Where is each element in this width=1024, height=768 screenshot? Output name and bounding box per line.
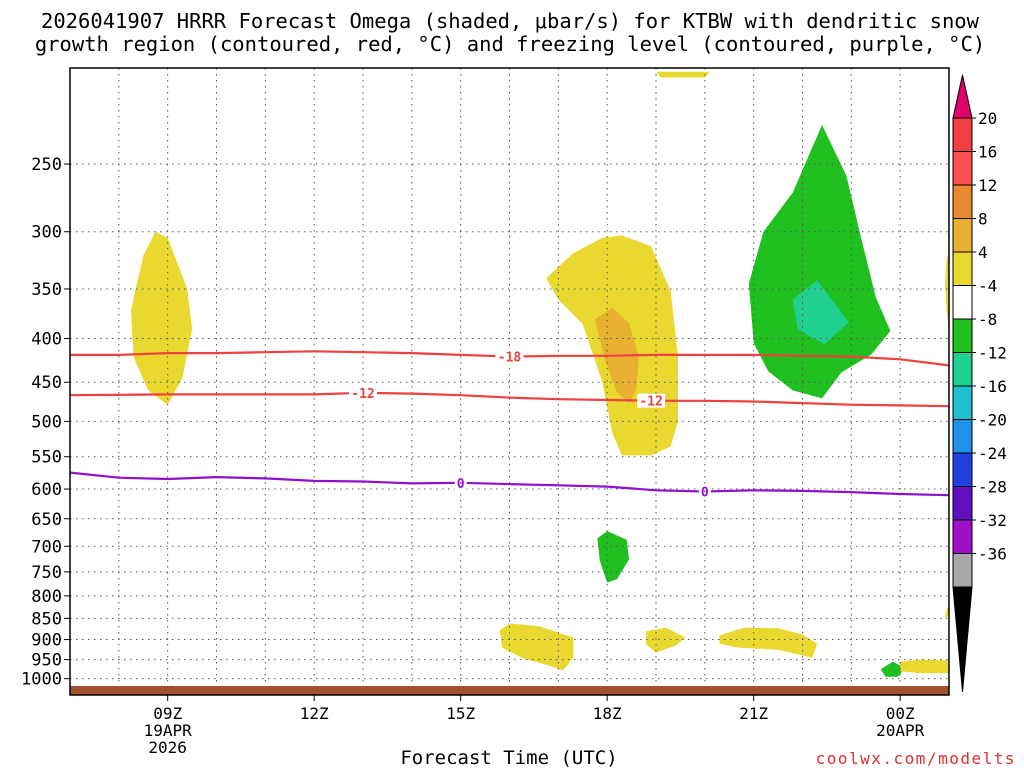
- y-tick-label: 800: [31, 587, 62, 607]
- colorbar-label: -24: [978, 444, 1007, 463]
- colorbar-segment: [952, 184, 973, 219]
- x-tick-label: 21Z: [739, 704, 768, 723]
- x-tick-label: 12Z: [300, 704, 329, 723]
- omega-region: [880, 661, 906, 677]
- x-axis-label: Forecast Time (UTC): [400, 747, 617, 768]
- colorbar-label: -20: [978, 411, 1007, 430]
- y-tick-label: 1000: [21, 670, 62, 690]
- colorbar-label: 8: [978, 210, 988, 229]
- y-tick-label: 500: [31, 412, 62, 432]
- contour-label: -12: [351, 387, 374, 402]
- contour-label: -12: [639, 395, 662, 410]
- x-tick-label: 15Z: [446, 704, 475, 723]
- contour-line: [70, 391, 949, 408]
- contour-label: -18: [498, 351, 522, 366]
- omega-region: [719, 627, 818, 658]
- omega-region: [945, 605, 949, 618]
- y-tick-label: 950: [31, 651, 62, 671]
- x-tick-label: 09Z: [153, 704, 182, 723]
- contour-label: 0: [701, 486, 709, 501]
- omega-region: [792, 280, 849, 345]
- colorbar-segment: [952, 419, 973, 454]
- x-tick-label: 00Z: [886, 704, 915, 723]
- x-tick-sublabel: 20APR: [876, 721, 925, 740]
- colorbar-label: -36: [978, 545, 1007, 564]
- y-tick-label: 900: [31, 631, 62, 651]
- colorbar: 20 16 12 8 4 -4 -8 -12 -16 -20 -24 -28 -32 -36: [952, 74, 1007, 693]
- colorbar-segment: [952, 385, 973, 420]
- colorbar-segment: [952, 117, 973, 152]
- y-tick-label: 750: [31, 563, 62, 583]
- contour-label-bg: [698, 484, 711, 499]
- contour-label-bg: [349, 385, 377, 400]
- colorbar-label: 12: [978, 176, 997, 195]
- omega-region: [597, 531, 630, 583]
- colorbar-segment: [952, 251, 973, 286]
- watermark-text: coolwx.com/modelts: [816, 749, 1016, 768]
- colorbar-segment: [952, 519, 973, 554]
- colorbar-label: -16: [978, 377, 1007, 396]
- plot-inner: -18 -12 -12 0 0: [70, 68, 949, 695]
- y-tick-label: 400: [31, 330, 62, 350]
- omega-region: [131, 231, 193, 405]
- y-tick-label: 700: [31, 537, 62, 557]
- x-tick-sublabel: 19APR: [144, 721, 193, 740]
- x-tick-label: 18Z: [593, 704, 622, 723]
- omega-region: [900, 659, 949, 674]
- colorbar-segment: [952, 318, 973, 353]
- y-tick-label: 350: [31, 280, 62, 300]
- colorbar-segment: [952, 452, 973, 487]
- y-tick-label: 600: [31, 480, 62, 500]
- chart-title-line-2: growth region (contoured, red, °C) and f…: [35, 32, 985, 56]
- contour-label-bg: [454, 475, 467, 490]
- y-tick-label: 650: [31, 510, 62, 530]
- contour-line: [70, 471, 949, 497]
- plot-area: -18 -12 -12 0 0 250 300 350 400 450 500 550 600 650 70…: [21, 67, 950, 757]
- omega-region: [945, 253, 949, 328]
- colorbar-segment: [952, 553, 973, 588]
- y-tick-label: 250: [31, 155, 62, 175]
- colorbar-label: -4: [978, 277, 997, 296]
- contour-label: 0: [457, 477, 465, 492]
- omega-region: [646, 627, 686, 653]
- colorbar-label: 4: [978, 243, 988, 262]
- y-tick-label: 850: [31, 609, 62, 629]
- omega-region: [656, 71, 710, 78]
- omega-region: [499, 623, 573, 671]
- colorbar-label: -28: [978, 478, 1007, 497]
- y-tick-label: 300: [31, 223, 62, 243]
- x-tick-sublabel: 2026: [148, 738, 187, 757]
- plot-frame: [69, 67, 950, 696]
- colorbar-label: -12: [978, 344, 1007, 363]
- colorbar-label: 16: [978, 143, 997, 162]
- colorbar-segment: [952, 151, 973, 186]
- y-tick-label: 550: [31, 448, 62, 468]
- colorbar-label: -8: [978, 310, 997, 329]
- surface-band: [70, 686, 949, 695]
- colorbar-segment: [952, 285, 973, 320]
- chart-title-line-1: 2026041907 HRRR Forecast Omega (shaded, …: [41, 9, 980, 33]
- omega-region: [748, 124, 891, 399]
- colorbar-label: 20: [978, 109, 997, 128]
- y-tick-label: 450: [31, 373, 62, 393]
- colorbar-segment: [952, 218, 973, 253]
- colorbar-bottom-arrow: [952, 586, 973, 693]
- colorbar-segment: [952, 352, 973, 387]
- colorbar-segment: [952, 486, 973, 521]
- contour-label-bg: [637, 393, 666, 408]
- contour-label-bg: [495, 349, 524, 364]
- colorbar-top-arrow: [952, 74, 973, 119]
- colorbar-label: -32: [978, 511, 1007, 530]
